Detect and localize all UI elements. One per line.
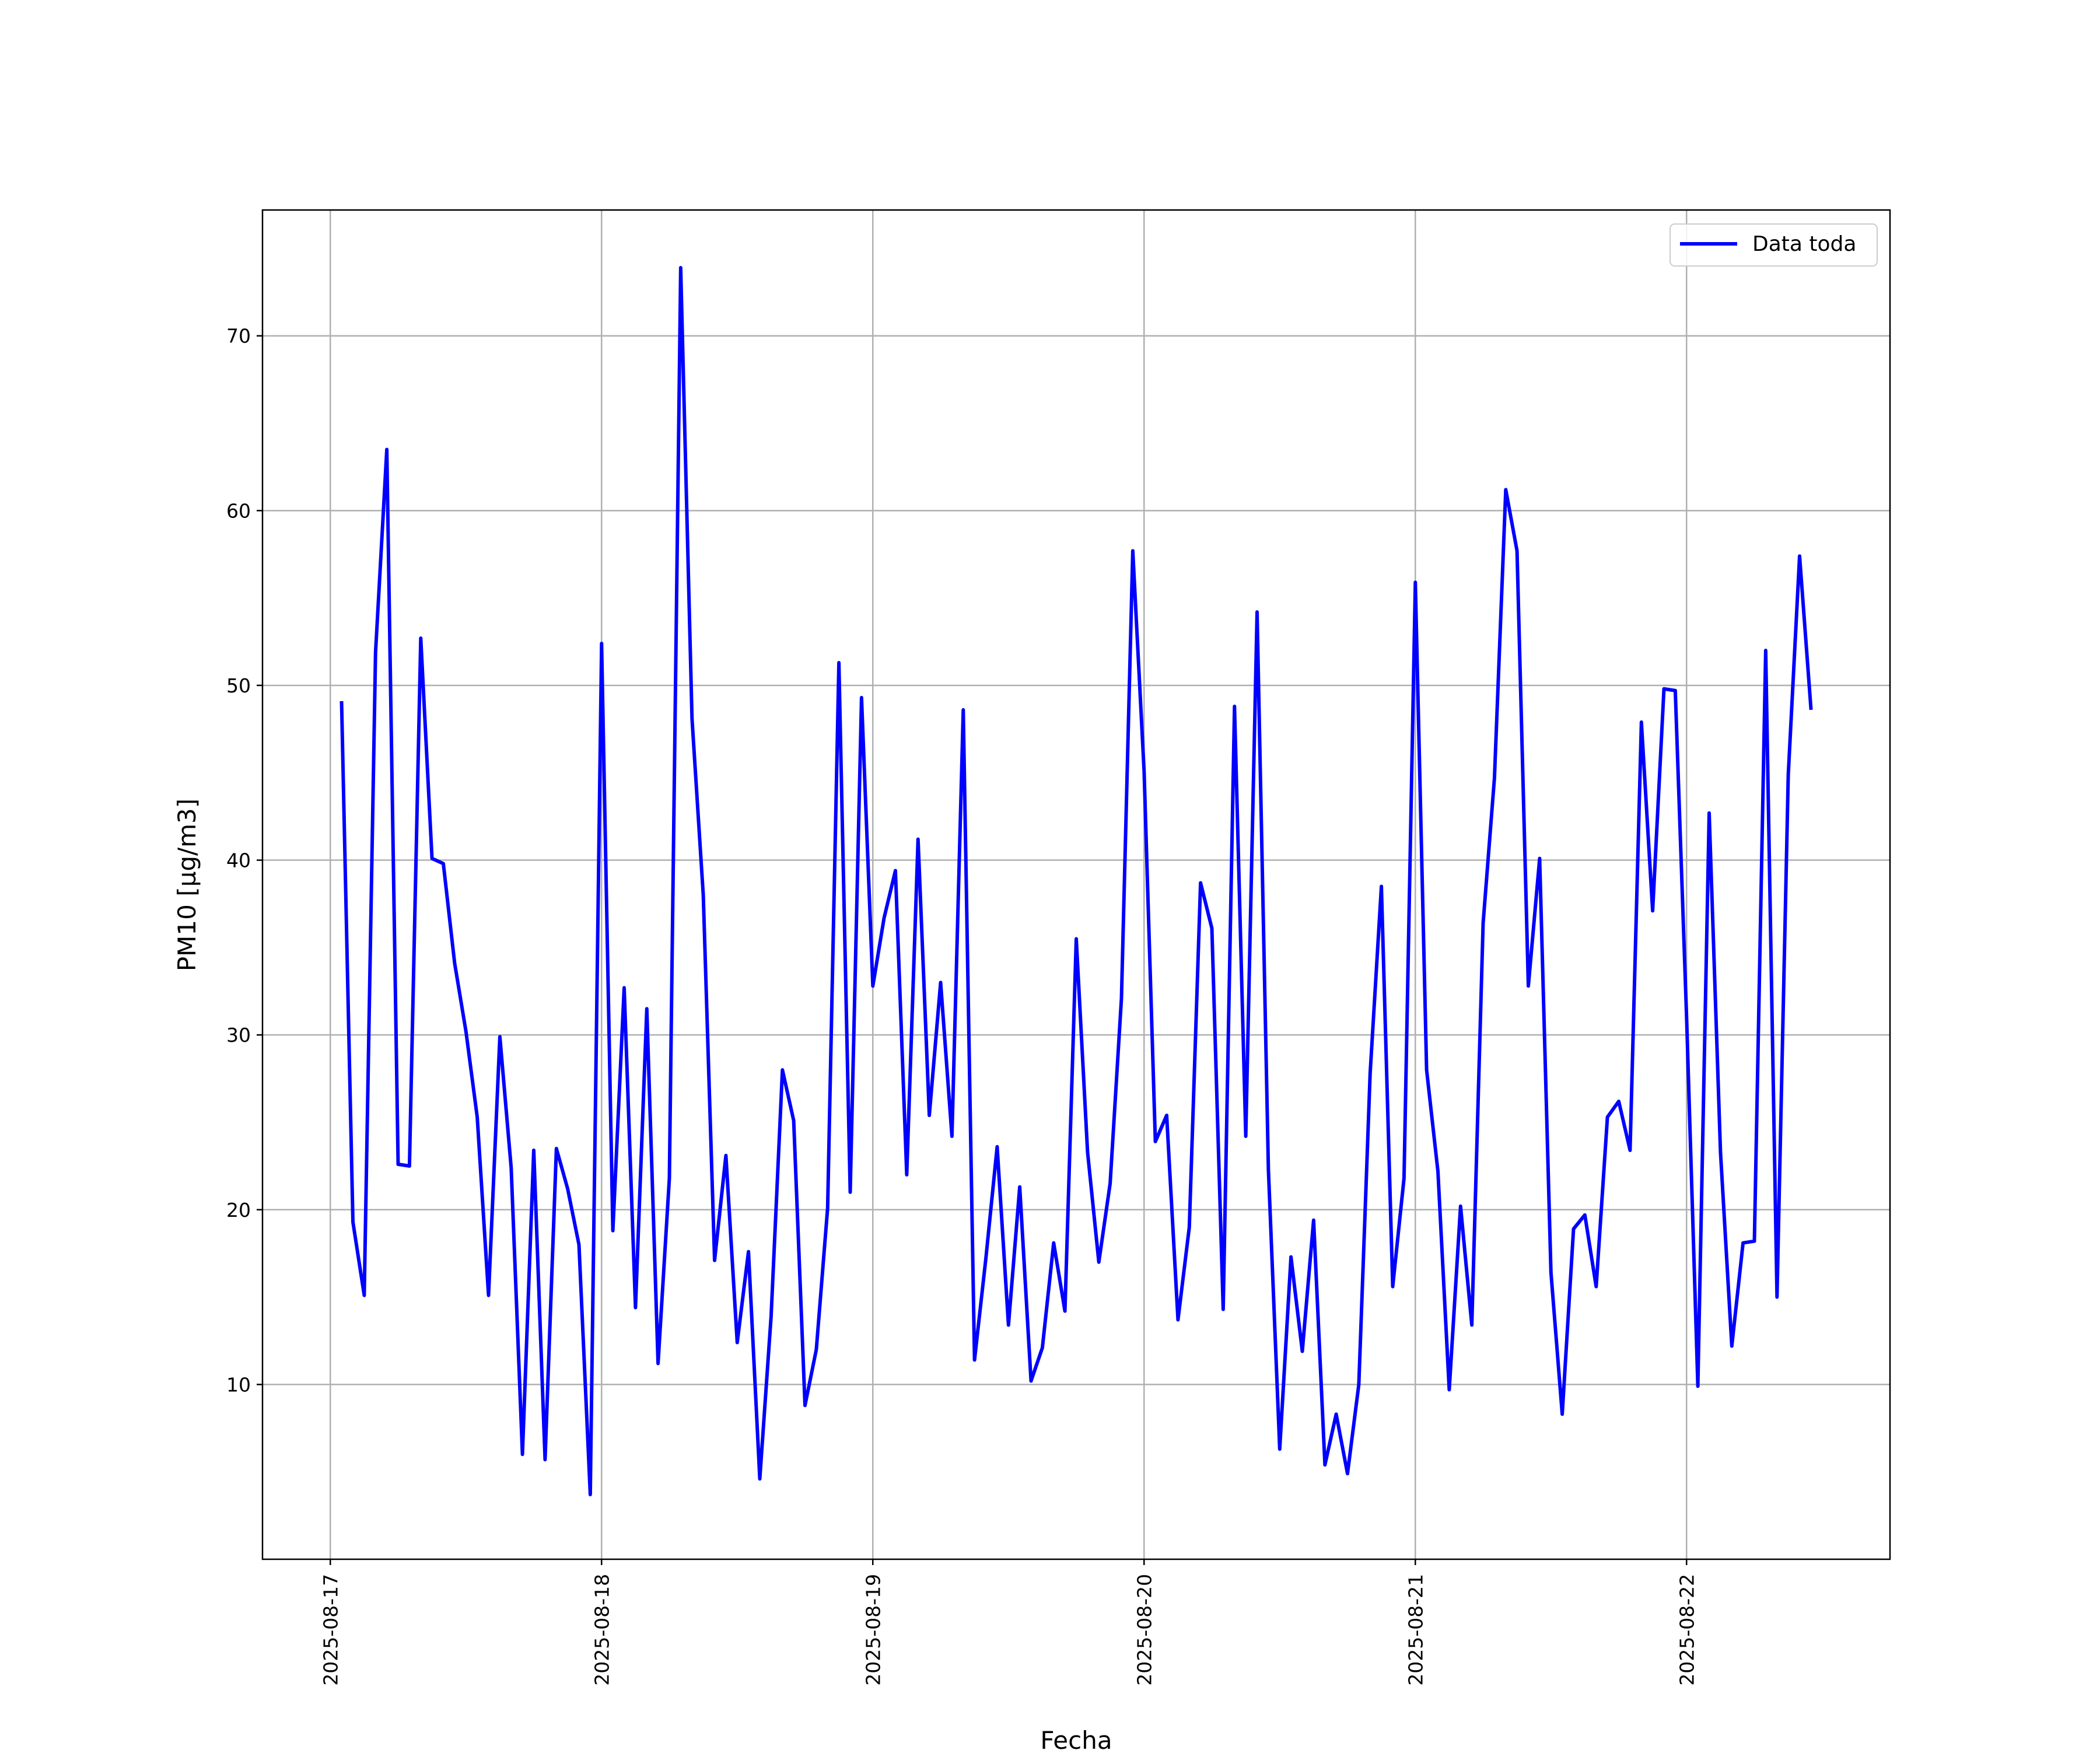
y-tick-label: 30 xyxy=(226,1024,251,1046)
y-axis-ticks: 10 20 30 40 50 60 70 xyxy=(226,325,262,1396)
y-tick-label: 70 xyxy=(226,325,251,348)
legend: Data toda xyxy=(1670,223,1878,267)
legend-box xyxy=(1670,223,1878,267)
x-axis-label: Fecha xyxy=(1040,1726,1112,1750)
x-tick-label: 2025-08-21 xyxy=(1404,1574,1427,1686)
x-axis-ticks: 2025-08-17 2025-08-18 2025-08-19 2025-08-20… xyxy=(319,1559,1698,1686)
y-tick-label: 50 xyxy=(226,674,251,697)
legend-label-data-toda: Data toda xyxy=(1752,232,1856,256)
y-tick-label: 60 xyxy=(226,499,251,522)
y-axis-label: PM10 [μg/m3] xyxy=(173,799,201,971)
series-line-data-toda xyxy=(340,265,1813,1497)
grid-lines xyxy=(262,210,1890,1559)
x-tick-label: 2025-08-22 xyxy=(1675,1574,1698,1686)
x-tick-label: 2025-08-19 xyxy=(862,1574,884,1686)
series-layer xyxy=(340,265,1813,1497)
x-tick-label: 2025-08-18 xyxy=(590,1574,613,1686)
plot-frame xyxy=(261,209,1891,1560)
y-tick-label: 20 xyxy=(226,1199,251,1222)
y-tick-label: 40 xyxy=(226,849,251,872)
x-tick-label: 2025-08-17 xyxy=(319,1574,342,1686)
x-tick-label: 2025-08-20 xyxy=(1133,1574,1156,1686)
y-tick-label: 10 xyxy=(226,1373,251,1396)
